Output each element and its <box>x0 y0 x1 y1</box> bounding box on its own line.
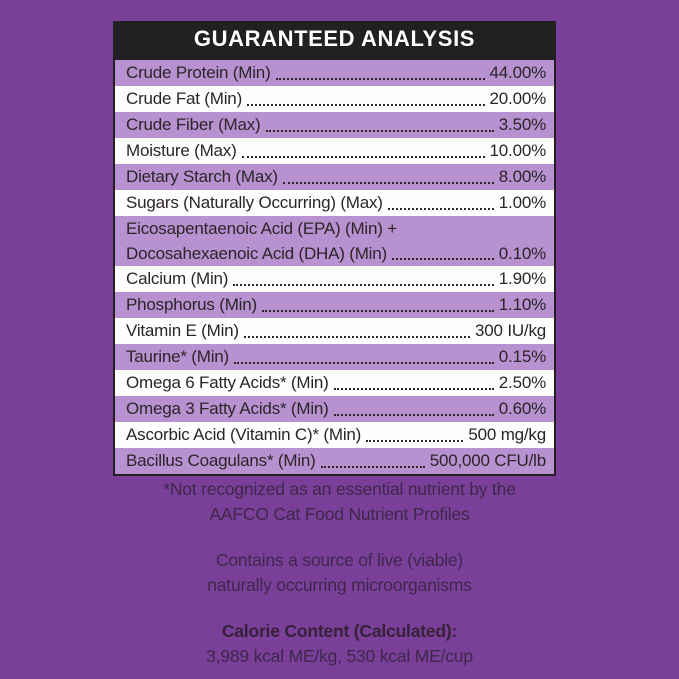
table-row: Vitamin E (Min) 300 IU/kg <box>115 318 554 344</box>
row-label: Dietary Starch (Max) <box>126 167 278 186</box>
row-label: Bacillus Coagulans* (Min) <box>126 451 316 470</box>
table-row: Omega 6 Fatty Acids* (Min) 2.50% <box>115 370 554 396</box>
microorganisms-note-line2: naturally occurring microorganisms <box>207 575 472 595</box>
guaranteed-analysis-panel: GUARANTEED ANALYSIS Crude Protein (Min) 4… <box>113 21 556 476</box>
row-value: 2.50% <box>498 373 546 392</box>
dot-leader <box>243 336 471 338</box>
row-label: Omega 3 Fatty Acids* (Min) <box>126 399 329 418</box>
row-label: Calcium (Min) <box>126 269 229 288</box>
table-row: Eicosapentaenoic Acid (EPA) (Min) + Docos… <box>115 216 554 266</box>
calorie-content: Calorie Content (Calculated): 3,989 kcal… <box>0 619 679 669</box>
calorie-content-values: 3,989 kcal ME/kg, 530 kcal ME/cup <box>206 646 473 666</box>
table-row: Dietary Starch (Max) 8.00% <box>115 164 554 190</box>
dot-leader <box>234 362 494 364</box>
row-value: 500,000 CFU/lb <box>429 451 546 470</box>
table-row: Crude Fat (Min) 20.00% <box>115 86 554 112</box>
row-value: 10.00% <box>489 141 547 160</box>
row-label: Eicosapentaenoic Acid (EPA) (Min) + <box>126 218 397 238</box>
row-value: 1.10% <box>498 295 546 314</box>
row-value: 1.00% <box>498 193 546 212</box>
row-value: 1.90% <box>498 269 546 288</box>
dot-leader <box>387 208 494 210</box>
row-value: 300 IU/kg <box>475 321 546 340</box>
table-row: Crude Fiber (Max) 3.50% <box>115 112 554 138</box>
table-row: Moisture (Max) 10.00% <box>115 138 554 164</box>
row-value: 44.00% <box>489 63 547 82</box>
dot-leader <box>265 130 494 132</box>
dot-leader <box>261 310 494 312</box>
row-label: Crude Fiber (Max) <box>126 115 261 134</box>
row-value: 0.15% <box>498 347 546 366</box>
guaranteed-analysis-title: GUARANTEED ANALYSIS <box>113 21 556 58</box>
row-label: Crude Fat (Min) <box>126 89 243 108</box>
dot-leader <box>333 388 494 390</box>
dot-leader <box>333 414 494 416</box>
dot-leader <box>275 78 485 80</box>
row-value: 3.50% <box>498 115 546 134</box>
microorganisms-note: Contains a source of live (viable) natur… <box>0 548 679 598</box>
row-value: 20.00% <box>489 89 547 108</box>
row-label: Omega 6 Fatty Acids* (Min) <box>126 373 329 392</box>
aafco-footnote: *Not recognized as an essential nutrient… <box>0 477 679 527</box>
row-label: Crude Protein (Min) <box>126 63 271 82</box>
aafco-footnote-line1: *Not recognized as an essential nutrient… <box>163 479 516 499</box>
microorganisms-note-line1: Contains a source of live (viable) <box>215 550 464 570</box>
table-row: Calcium (Min) 1.90% <box>115 266 554 292</box>
dot-leader <box>247 104 485 106</box>
dot-leader <box>366 440 464 442</box>
row-value: 0.10% <box>498 243 546 263</box>
row-label: Sugars (Naturally Occurring) (Max) <box>126 193 383 212</box>
row-label: Docosahexaenoic Acid (DHA) (Min) <box>126 243 387 263</box>
dot-leader <box>282 182 494 184</box>
label-footer: *Not recognized as an essential nutrient… <box>0 477 679 669</box>
row-label: Vitamin E (Min) <box>126 321 239 340</box>
row-label: Moisture (Max) <box>126 141 237 160</box>
table-row-line: Eicosapentaenoic Acid (EPA) (Min) + <box>115 216 554 241</box>
nutrient-table: Crude Protein (Min) 44.00% Crude Fat (Min)… <box>113 58 556 476</box>
aafco-footnote-line2: AAFCO Cat Food Nutrient Profiles <box>209 504 470 524</box>
table-row: Bacillus Coagulans* (Min) 500,000 CFU/lb <box>115 448 554 474</box>
row-value: 0.60% <box>498 399 546 418</box>
table-row-line: Docosahexaenoic Acid (DHA) (Min) 0.10% <box>115 241 554 266</box>
row-label: Phosphorus (Min) <box>126 295 257 314</box>
table-row: Ascorbic Acid (Vitamin C)* (Min) 500 mg/k… <box>115 422 554 448</box>
row-value: 500 mg/kg <box>468 425 546 444</box>
calorie-content-heading: Calorie Content (Calculated): <box>221 621 458 641</box>
row-value: 8.00% <box>498 167 546 186</box>
dot-leader <box>391 258 494 260</box>
table-row: Taurine* (Min) 0.15% <box>115 344 554 370</box>
row-label: Taurine* (Min) <box>126 347 230 366</box>
table-row: Phosphorus (Min) 1.10% <box>115 292 554 318</box>
dot-leader <box>233 284 494 286</box>
table-row: Omega 3 Fatty Acids* (Min) 0.60% <box>115 396 554 422</box>
table-row: Crude Protein (Min) 44.00% <box>115 60 554 86</box>
dot-leader <box>241 156 485 158</box>
row-label: Ascorbic Acid (Vitamin C)* (Min) <box>126 425 362 444</box>
dot-leader <box>320 466 425 468</box>
table-row: Sugars (Naturally Occurring) (Max) 1.00% <box>115 190 554 216</box>
